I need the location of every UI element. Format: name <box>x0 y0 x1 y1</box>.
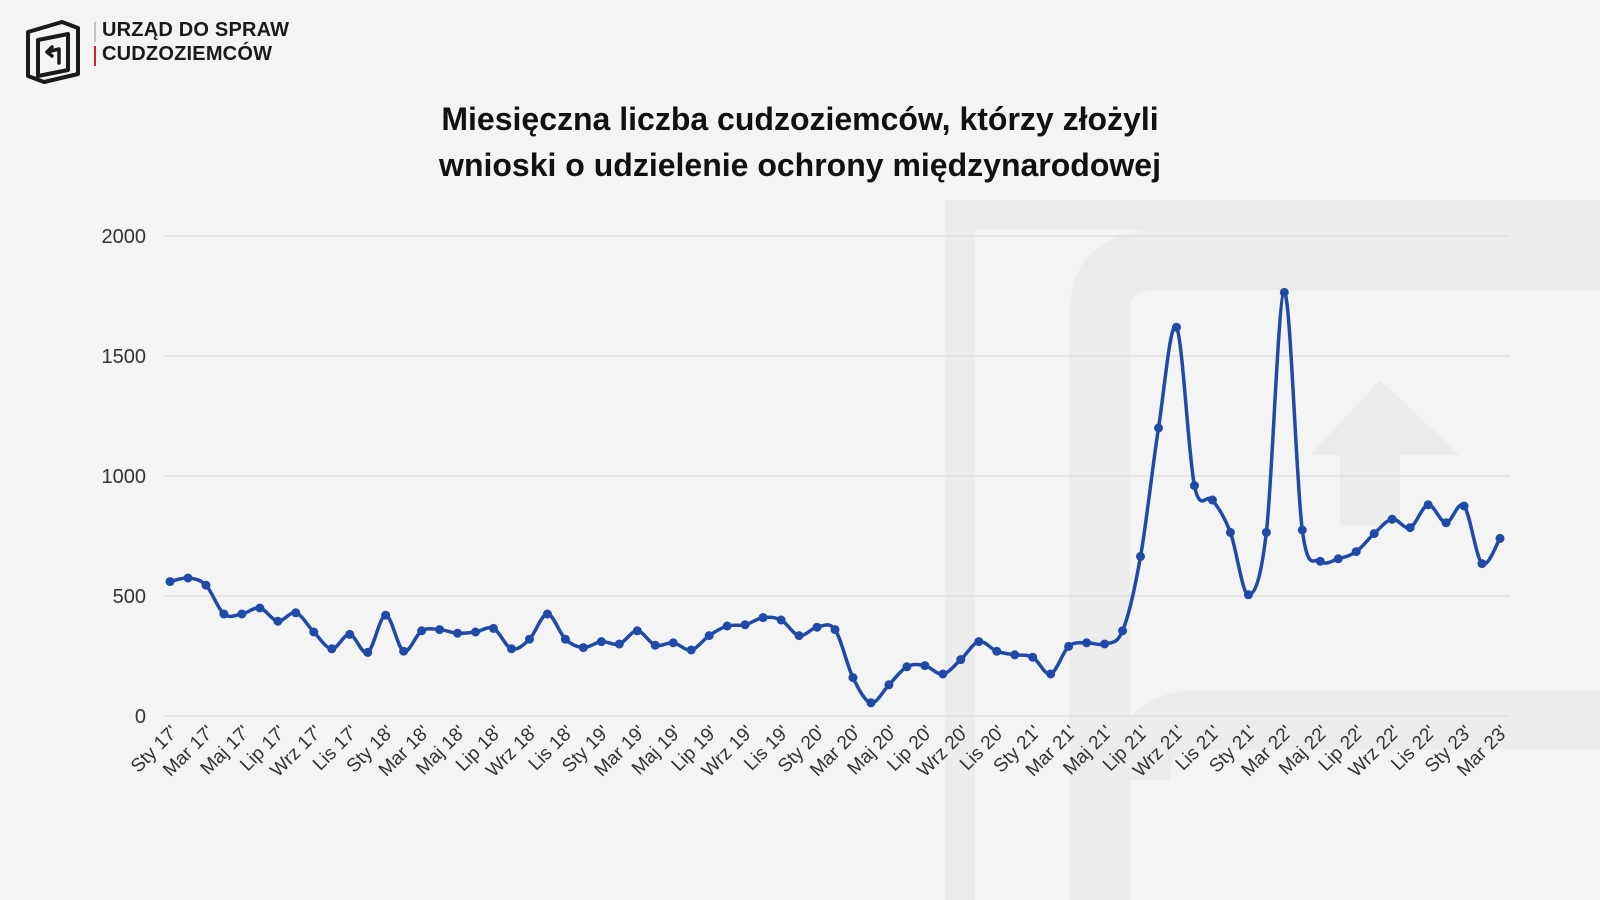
y-tick-label: 0 <box>135 706 146 728</box>
data-point <box>704 631 714 641</box>
data-point <box>1351 547 1361 557</box>
data-point <box>219 609 229 619</box>
data-point <box>974 637 984 647</box>
chart-title: Miesięczna liczba cudzoziemców, którzy z… <box>0 96 1600 188</box>
data-point <box>920 661 930 671</box>
data-point <box>1136 551 1146 561</box>
data-point <box>1243 590 1253 600</box>
data-point <box>776 615 786 625</box>
data-point <box>1100 639 1110 649</box>
data-point <box>1279 287 1289 297</box>
data-point <box>812 622 822 632</box>
data-point <box>1189 481 1199 491</box>
data-point <box>722 621 732 631</box>
logo-accent-bar <box>94 46 96 66</box>
x-axis-ticks: Sty 17'Mar 17'Maj 17'Lip 17'Wrz 17'Lis 1… <box>127 722 1513 782</box>
data-point <box>524 634 534 644</box>
data-point <box>758 613 768 623</box>
y-axis-ticks: 0 500 1000 1500 2000 <box>102 226 147 728</box>
data-point <box>614 639 624 649</box>
data-point <box>884 680 894 690</box>
data-point <box>560 634 570 644</box>
data-point <box>686 645 696 655</box>
data-point <box>830 625 840 635</box>
data-point <box>596 637 606 647</box>
data-point <box>1387 514 1397 524</box>
data-point <box>956 655 966 665</box>
data-point <box>1082 638 1092 648</box>
data-point <box>417 626 427 636</box>
office-logo: URZĄD DO SPRAW CUDZOZIEMCÓW <box>22 18 289 84</box>
data-point <box>201 580 211 590</box>
data-point <box>237 609 247 619</box>
series-line <box>168 290 1502 705</box>
data-point <box>632 626 642 636</box>
data-point <box>399 646 409 656</box>
data-point <box>938 669 948 679</box>
data-point <box>165 577 175 587</box>
office-name-line1: URZĄD DO SPRAW <box>102 19 290 41</box>
data-point <box>506 644 516 654</box>
data-point <box>650 640 660 650</box>
data-point <box>848 673 858 683</box>
data-point <box>866 698 876 708</box>
data-point <box>1441 518 1451 528</box>
data-point <box>1118 626 1128 636</box>
data-point <box>381 610 391 620</box>
data-point <box>363 647 373 657</box>
data-point <box>1495 533 1505 543</box>
data-point <box>1154 423 1164 433</box>
data-point <box>435 625 445 635</box>
data-point <box>273 616 283 626</box>
data-point <box>668 638 678 648</box>
data-point <box>453 628 463 638</box>
data-point <box>309 627 319 637</box>
data-point <box>1423 500 1433 510</box>
data-point <box>1315 556 1325 566</box>
data-point <box>183 573 193 583</box>
data-point <box>327 644 337 654</box>
data-point <box>1064 641 1074 651</box>
data-point <box>255 603 265 613</box>
data-point <box>345 629 355 639</box>
logo-icon <box>26 20 80 84</box>
data-point <box>1046 669 1056 679</box>
data-point <box>1297 525 1307 535</box>
data-point <box>992 646 1002 656</box>
data-point <box>1369 529 1379 539</box>
data-point <box>902 662 912 672</box>
chart-title-line1: Miesięczna liczba cudzoziemców, którzy z… <box>441 101 1159 137</box>
data-point <box>471 627 481 637</box>
data-point <box>542 609 552 619</box>
y-tick-label: 1500 <box>102 346 147 368</box>
data-point <box>1010 650 1020 660</box>
y-tick-label: 2000 <box>102 226 147 248</box>
data-point <box>1028 652 1038 662</box>
data-point <box>1333 554 1343 564</box>
series-points <box>165 287 1505 708</box>
office-name: URZĄD DO SPRAW CUDZOZIEMCÓW <box>94 18 289 66</box>
office-name-line2: CUDZOZIEMCÓW <box>102 43 273 65</box>
data-point <box>578 643 588 653</box>
data-point <box>740 620 750 630</box>
data-point <box>1459 501 1469 511</box>
data-point <box>1207 495 1217 505</box>
chart-title-line2: wnioski o udzielenie ochrony międzynarod… <box>439 147 1161 183</box>
data-point <box>1261 527 1271 537</box>
data-point <box>1171 322 1181 332</box>
data-point <box>489 623 499 633</box>
data-point <box>1405 523 1415 533</box>
data-point <box>1225 527 1235 537</box>
data-point <box>291 608 301 618</box>
y-tick-label: 1000 <box>102 466 147 488</box>
gridlines <box>165 235 1510 717</box>
data-point <box>1477 559 1487 569</box>
y-tick-label: 500 <box>113 586 146 608</box>
data-point <box>794 631 804 641</box>
